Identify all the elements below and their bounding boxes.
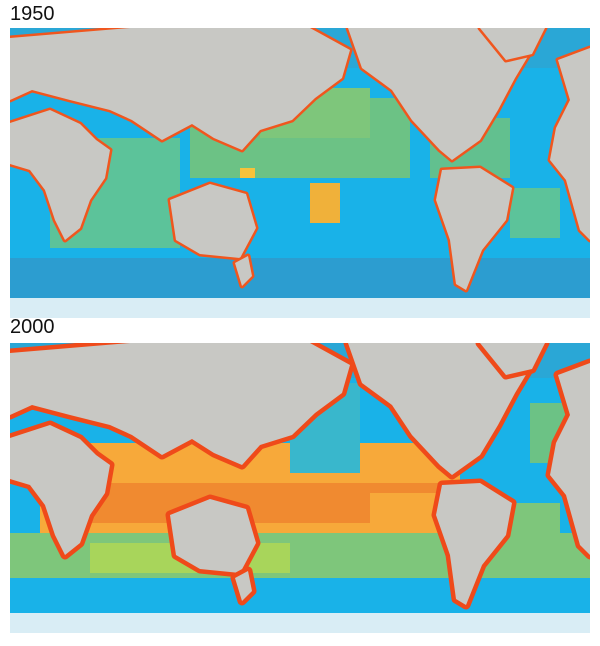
map-2000 bbox=[10, 343, 590, 633]
panel-label: 2000 bbox=[10, 316, 55, 338]
map-1950 bbox=[10, 28, 590, 318]
panel-label: 1950 bbox=[10, 3, 55, 25]
